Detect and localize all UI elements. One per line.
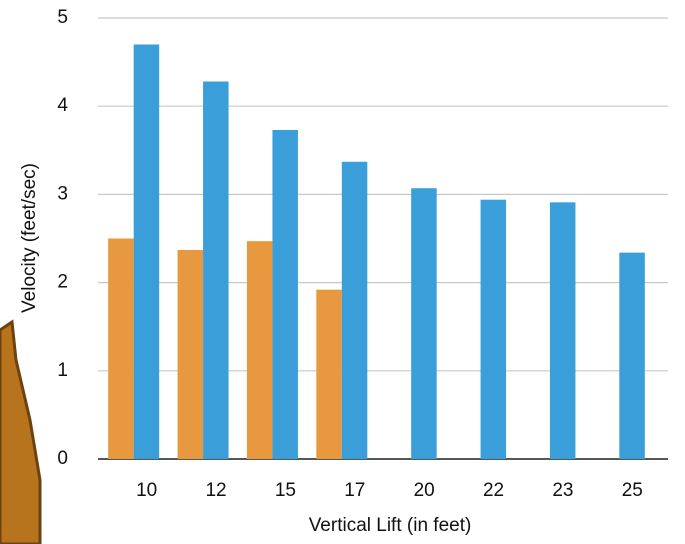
- y-tick-label: 0: [57, 448, 68, 469]
- y-axis-title: Velocity (feet/sec): [19, 163, 40, 313]
- bar: [316, 289, 342, 459]
- bar: [411, 188, 437, 459]
- y-tick-label: 4: [57, 95, 68, 116]
- x-tick-label: 22: [483, 480, 504, 501]
- y-tick-label: 2: [57, 272, 68, 293]
- x-axis-title: Vertical Lift (in feet): [309, 515, 472, 536]
- x-tick-label: 20: [414, 480, 435, 501]
- x-tick-label: 10: [136, 480, 157, 501]
- bar: [619, 252, 645, 459]
- x-tick-label: 12: [205, 480, 226, 501]
- x-tick-label: 25: [622, 480, 643, 501]
- bar: [133, 44, 160, 460]
- bar: [549, 202, 576, 459]
- y-tick-label: 1: [57, 360, 68, 381]
- bar: [177, 249, 204, 459]
- decoration: [0, 319, 42, 544]
- bar: [108, 238, 134, 459]
- y-tick-label: 5: [57, 7, 68, 28]
- x-tick-label: 17: [344, 480, 365, 501]
- bar: [480, 199, 507, 459]
- bar: [272, 130, 298, 459]
- bar: [203, 81, 229, 459]
- y-tick-label: 3: [57, 183, 68, 204]
- bar: [341, 161, 368, 460]
- x-tick-label: 15: [275, 480, 296, 501]
- bar: [246, 241, 273, 459]
- x-tick-label: 23: [552, 480, 573, 501]
